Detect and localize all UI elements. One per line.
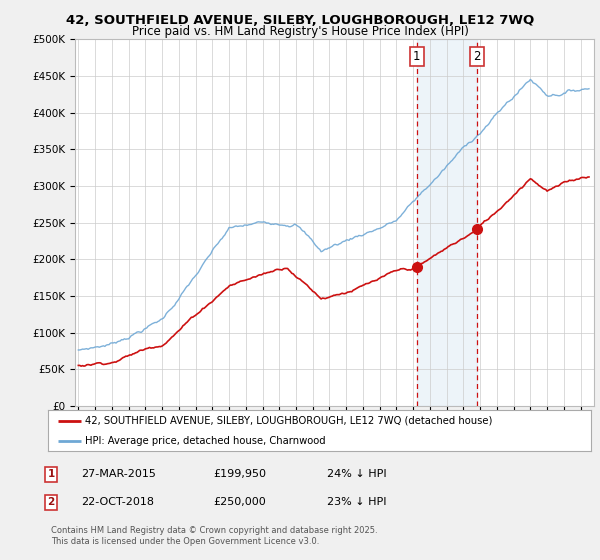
Text: Price paid vs. HM Land Registry's House Price Index (HPI): Price paid vs. HM Land Registry's House … [131, 25, 469, 38]
Text: 23% ↓ HPI: 23% ↓ HPI [327, 497, 386, 507]
Text: Contains HM Land Registry data © Crown copyright and database right 2025.
This d: Contains HM Land Registry data © Crown c… [51, 526, 377, 545]
Text: 1: 1 [47, 469, 55, 479]
Text: 2: 2 [47, 497, 55, 507]
Text: HPI: Average price, detached house, Charnwood: HPI: Average price, detached house, Char… [85, 436, 326, 446]
Text: £199,950: £199,950 [213, 469, 266, 479]
Text: 42, SOUTHFIELD AVENUE, SILEBY, LOUGHBOROUGH, LE12 7WQ: 42, SOUTHFIELD AVENUE, SILEBY, LOUGHBORO… [66, 14, 534, 27]
Text: 24% ↓ HPI: 24% ↓ HPI [327, 469, 386, 479]
Text: 22-OCT-2018: 22-OCT-2018 [81, 497, 154, 507]
Text: 2: 2 [473, 50, 481, 63]
Bar [417, 39, 477, 406]
Text: 1: 1 [413, 50, 421, 63]
Text: 42, SOUTHFIELD AVENUE, SILEBY, LOUGHBOROUGH, LE12 7WQ (detached house): 42, SOUTHFIELD AVENUE, SILEBY, LOUGHBORO… [85, 416, 492, 426]
Text: £250,000: £250,000 [213, 497, 266, 507]
Text: 27-MAR-2015: 27-MAR-2015 [81, 469, 156, 479]
